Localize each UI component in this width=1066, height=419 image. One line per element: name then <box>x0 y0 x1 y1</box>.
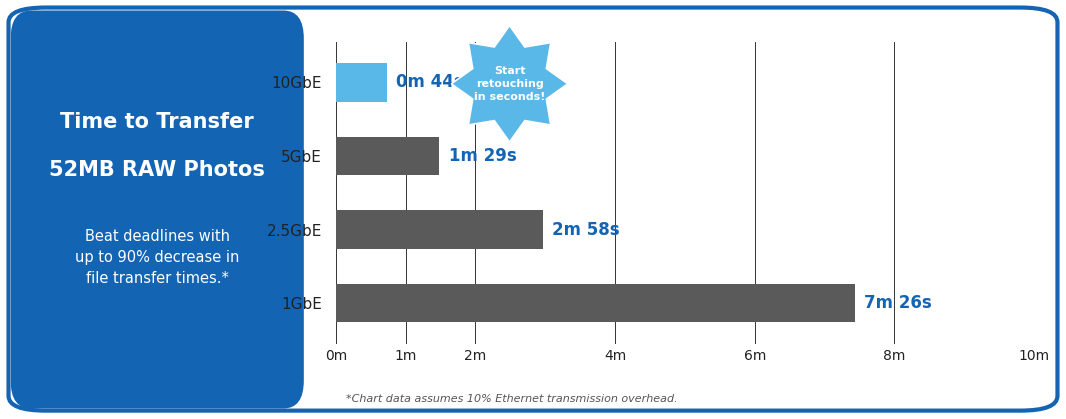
Text: Beat deadlines with
up to 90% decrease in
file transfer times.*: Beat deadlines with up to 90% decrease i… <box>75 229 240 286</box>
Bar <box>336 210 543 248</box>
Polygon shape <box>451 26 568 142</box>
FancyBboxPatch shape <box>11 10 304 409</box>
Text: Time to Transfer: Time to Transfer <box>61 112 254 132</box>
Text: 0m 44s: 0m 44s <box>397 73 464 91</box>
Text: 7m 26s: 7m 26s <box>865 294 932 312</box>
Text: 52MB RAW Photos: 52MB RAW Photos <box>49 160 265 180</box>
Text: 2m 58s: 2m 58s <box>552 220 619 238</box>
Text: 1m 29s: 1m 29s <box>449 147 516 165</box>
Bar <box>336 137 439 175</box>
Text: *Chart data assumes 10% Ethernet transmission overhead.: *Chart data assumes 10% Ethernet transmi… <box>346 394 678 404</box>
Bar <box>336 63 387 101</box>
Text: Start
retouching
in seconds!: Start retouching in seconds! <box>474 66 545 101</box>
Bar <box>336 284 855 322</box>
